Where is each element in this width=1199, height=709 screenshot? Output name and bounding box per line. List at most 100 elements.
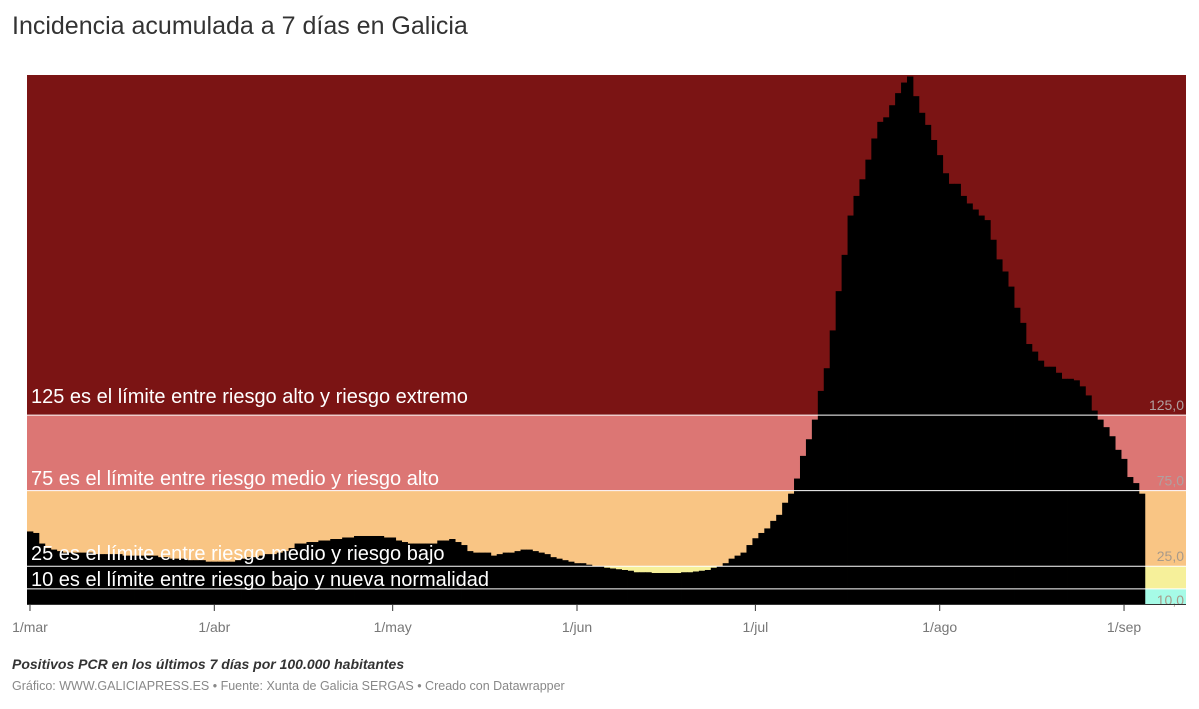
bar — [395, 540, 402, 604]
band-value-label: 75,0 — [1157, 473, 1184, 489]
bar — [467, 551, 474, 604]
bar — [145, 555, 153, 604]
bar — [449, 539, 456, 604]
bar — [907, 76, 914, 604]
bar — [996, 259, 1003, 604]
bar — [104, 554, 111, 604]
bar — [639, 572, 646, 604]
bar — [1002, 271, 1009, 604]
bar — [419, 543, 426, 604]
bar — [895, 93, 902, 604]
bar — [1061, 378, 1068, 604]
threshold-lines — [27, 414, 1186, 590]
bar — [794, 478, 801, 604]
bar — [621, 569, 628, 604]
bar — [687, 572, 694, 604]
bar — [978, 215, 985, 604]
bar — [1079, 386, 1086, 604]
bar — [859, 179, 866, 605]
bar — [264, 554, 272, 604]
bar — [883, 117, 890, 604]
bar — [348, 537, 355, 604]
bar — [562, 560, 569, 604]
bar — [1014, 307, 1021, 604]
band-value-label: 10,0 — [1157, 592, 1184, 608]
bar — [865, 159, 872, 604]
band-annotation: 125 es el límite entre riesgo alto y rie… — [31, 386, 468, 408]
x-tick-label: 1/sep — [1107, 619, 1141, 635]
bar — [38, 543, 46, 604]
bar — [704, 569, 712, 604]
bar — [912, 96, 920, 604]
bar — [716, 566, 724, 604]
bar — [306, 542, 313, 604]
bar — [496, 554, 504, 604]
bar — [377, 535, 385, 604]
bar — [936, 155, 944, 605]
bar — [698, 570, 706, 604]
x-tick-label: 1/mar — [12, 619, 48, 635]
bar — [86, 552, 93, 604]
bar — [74, 552, 81, 604]
bar — [550, 557, 557, 604]
bar — [247, 557, 254, 604]
bar — [1109, 436, 1116, 604]
bar — [1049, 366, 1057, 604]
bar — [645, 572, 652, 604]
bar — [918, 112, 926, 604]
band-annotation: 10 es el límite entre riesgo bajo y nuev… — [31, 569, 489, 591]
bar — [187, 560, 194, 604]
bar — [431, 543, 438, 604]
bar — [930, 139, 938, 605]
bar — [175, 558, 182, 604]
bar — [134, 555, 141, 604]
bar — [1132, 483, 1140, 604]
bar — [609, 568, 617, 604]
bar — [746, 545, 753, 604]
bar — [877, 121, 884, 604]
bar — [472, 552, 480, 604]
bar — [342, 537, 349, 604]
bar — [734, 555, 741, 604]
bar — [371, 535, 379, 604]
bar — [359, 535, 367, 604]
bar — [556, 558, 563, 604]
bar — [627, 570, 634, 604]
bar — [544, 554, 551, 604]
bar — [241, 558, 248, 604]
bar — [841, 254, 848, 605]
bar — [1103, 427, 1110, 604]
bar — [526, 549, 533, 604]
bar — [1085, 395, 1092, 604]
bar — [407, 543, 414, 604]
bar — [1138, 493, 1146, 604]
bar — [32, 532, 40, 604]
bar — [574, 563, 581, 604]
bar — [681, 572, 688, 604]
bar — [823, 368, 831, 604]
bar — [728, 558, 735, 604]
bar — [1127, 477, 1134, 604]
bar — [211, 561, 218, 604]
bar — [139, 555, 147, 604]
bar — [44, 548, 52, 604]
bar — [1121, 458, 1128, 604]
bar — [1019, 322, 1027, 604]
bar — [954, 183, 961, 604]
bar — [92, 554, 99, 604]
bar — [80, 552, 87, 604]
bar — [692, 571, 700, 604]
bar — [252, 557, 260, 604]
bar — [948, 183, 955, 604]
x-tick-label: 1/ago — [922, 619, 957, 635]
bar — [437, 540, 444, 604]
bar — [270, 554, 278, 604]
bar — [1037, 360, 1045, 604]
bar — [960, 195, 967, 604]
bar — [300, 543, 307, 604]
band-value-label: 25,0 — [1157, 548, 1184, 564]
bar — [62, 552, 70, 604]
bar — [169, 558, 177, 604]
bar — [871, 138, 878, 605]
bar — [972, 209, 979, 604]
